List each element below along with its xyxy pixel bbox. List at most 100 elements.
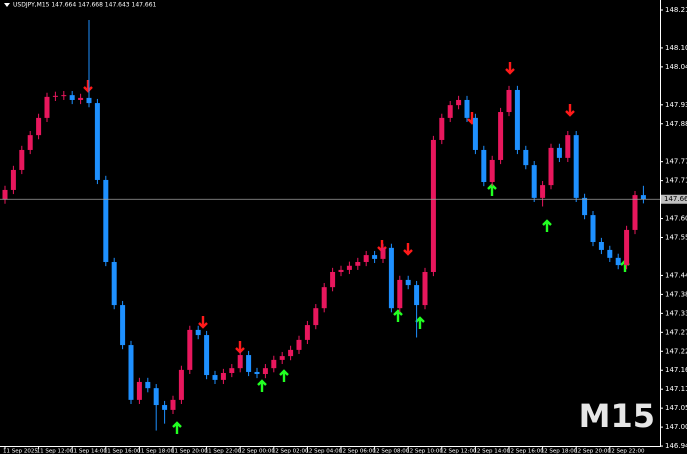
candle-body	[304, 325, 310, 340]
candle-body	[271, 359, 277, 369]
candle-body	[111, 261, 117, 306]
candle-body	[229, 368, 235, 373]
x-tick-label: 12 Sep 12:00	[440, 449, 477, 454]
candle-body	[472, 117, 478, 150]
candle-body	[540, 185, 546, 198]
x-tick-label: 11 Sep 22:00	[205, 449, 242, 454]
x-tick-label: 12 Sep 04:00	[305, 449, 342, 454]
y-tick-label: 147.220	[665, 347, 687, 355]
x-tick-label: 11 Sep 14:00	[70, 449, 107, 454]
candle-body	[52, 95, 58, 97]
candle-body	[632, 195, 638, 230]
candle-body	[178, 369, 184, 400]
y-tick-label: 147.440	[665, 271, 687, 279]
candle-body	[582, 197, 588, 216]
candle-body	[313, 308, 319, 326]
candle-body	[136, 381, 142, 400]
candle-body	[69, 95, 75, 100]
y-tick-label: 147.000	[665, 423, 687, 431]
y-tick-label: 147.165	[665, 366, 687, 374]
x-tick-label: 12 Sep 10:00	[406, 449, 443, 454]
x-tick-label: 12 Sep 20:00	[574, 449, 611, 454]
candle-body	[61, 95, 67, 97]
y-tick-label: 147.385	[665, 290, 687, 298]
x-tick-label: 11 Sep 16:00	[104, 449, 141, 454]
candle-body	[405, 279, 411, 286]
candle-body	[19, 149, 25, 170]
candle-body	[170, 399, 176, 410]
candle-body	[363, 255, 369, 262]
x-tick-label: 12 Sep 00:00	[238, 449, 275, 454]
candle-body	[220, 372, 226, 380]
candle-body	[330, 271, 336, 288]
candle-body	[187, 329, 193, 370]
candle-body	[464, 99, 470, 118]
x-tick-label: 12 Sep 14:00	[473, 449, 510, 454]
candle-body	[279, 356, 285, 360]
candle-body	[204, 335, 210, 376]
y-tick-label: 147.055	[665, 404, 687, 412]
x-tick-label: 12 Sep 16:00	[507, 449, 544, 454]
candle-body	[607, 249, 613, 258]
candle-body	[489, 159, 495, 183]
timeframe-watermark: M15	[579, 397, 655, 435]
candle-body	[120, 305, 126, 346]
candle-body	[498, 112, 504, 160]
candle-body	[321, 287, 327, 309]
y-tick-label: 147.275	[665, 328, 687, 336]
candle-body	[506, 89, 512, 113]
chart-title: USDJPY,M15 147.664 147.668 147.643 147.6…	[13, 2, 157, 9]
candle-body	[447, 105, 453, 118]
candle-body	[439, 117, 445, 140]
candle-body	[212, 375, 218, 380]
x-tick-label: 11 Sep 20:00	[171, 449, 208, 454]
y-tick-label: 147.330	[665, 309, 687, 317]
x-tick-label: 12 Sep 08:00	[373, 449, 410, 454]
candle-body	[388, 247, 394, 309]
candle-body	[355, 261, 361, 266]
candle-body	[195, 329, 201, 336]
candle-body	[128, 345, 134, 400]
candle-body	[153, 388, 159, 406]
candle-body	[556, 147, 562, 158]
x-tick-label: 11 Sep 2025	[3, 449, 38, 454]
candle-body	[2, 189, 8, 200]
sell-arrow	[505, 62, 515, 75]
y-tick-label: 147.935	[665, 101, 687, 109]
candle-body	[78, 97, 84, 100]
y-tick-label: 148.045	[665, 63, 687, 71]
candle-body	[346, 265, 352, 270]
candle-body	[338, 269, 344, 272]
x-tick-label: 12 Sep 02:00	[272, 449, 309, 454]
candle-body	[624, 229, 630, 266]
bid-label: 147.661	[664, 195, 687, 203]
y-tick-label: 148.210	[665, 6, 687, 14]
y-tick-label: 147.880	[665, 120, 687, 128]
symbol-menu-icon[interactable]	[4, 3, 10, 7]
sell-arrow	[565, 104, 575, 117]
candle-body	[27, 135, 33, 150]
buy-arrow	[172, 421, 182, 434]
candle-body	[565, 135, 571, 158]
x-tick-label: 12 Sep 22:00	[608, 449, 645, 454]
candle-body	[246, 355, 252, 372]
candle-body	[531, 165, 537, 198]
signal-arrows	[83, 62, 630, 434]
candles	[2, 19, 646, 431]
candle-body	[640, 195, 646, 200]
candle-body	[162, 405, 168, 410]
x-tick-label: 12 Sep 18:00	[541, 449, 578, 454]
candle-body	[380, 247, 386, 259]
buy-arrow	[542, 219, 552, 232]
candle-body	[573, 135, 579, 198]
candle-body	[372, 255, 378, 259]
candle-body	[262, 368, 268, 375]
y-tick-label: 147.715	[665, 177, 687, 185]
buy-arrow	[393, 309, 403, 322]
bid-label-box	[661, 194, 687, 204]
y-tick-label: 148.100	[665, 44, 687, 52]
candle-body	[10, 169, 16, 190]
candle-body	[422, 271, 428, 306]
sell-arrow	[198, 316, 208, 329]
